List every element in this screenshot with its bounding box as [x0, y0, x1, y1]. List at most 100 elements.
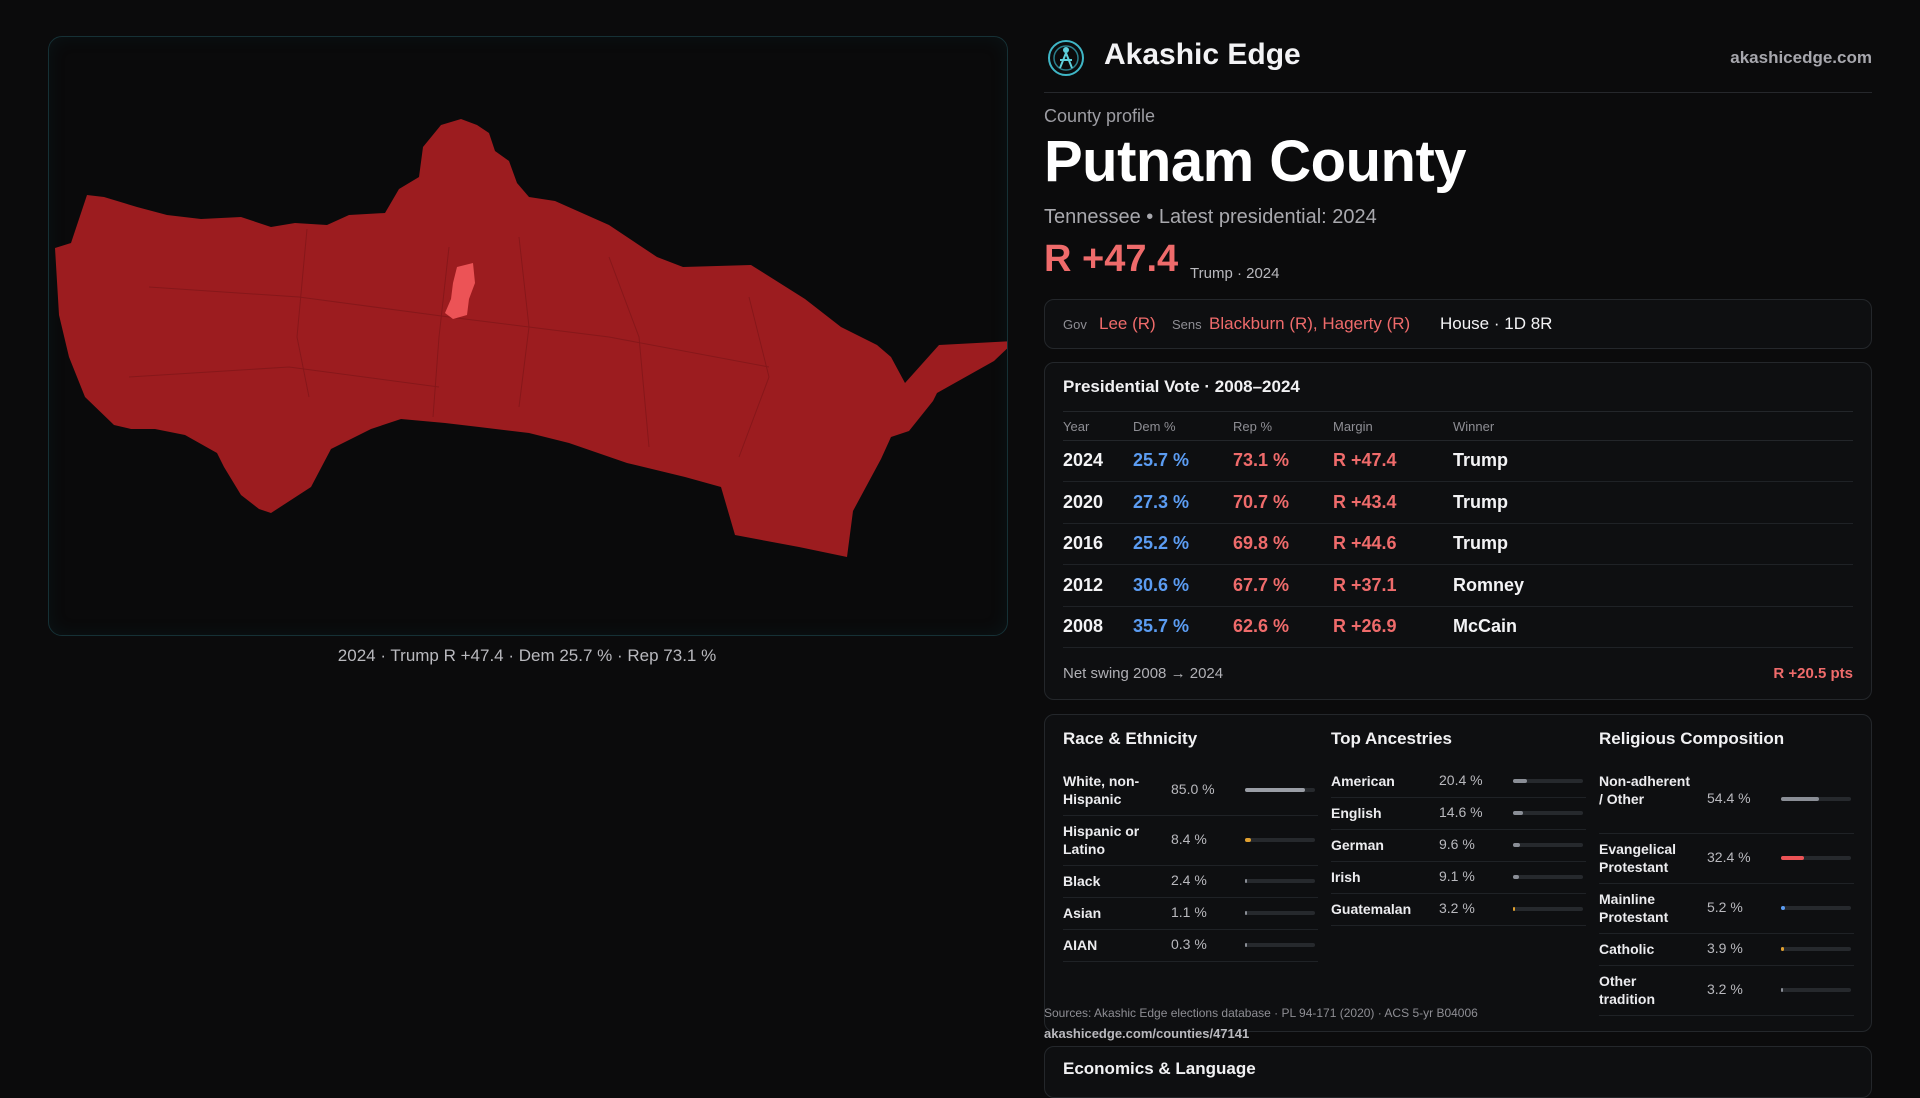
religion-bar-fill	[1781, 856, 1804, 860]
religion-name: Catholic	[1599, 941, 1655, 957]
house-value: House · 1D 8R	[1440, 314, 1553, 333]
race-row: Asian 1.1 %	[1063, 897, 1318, 930]
year-cell: 2020	[1063, 491, 1104, 512]
ancestry-bar-fill	[1513, 907, 1516, 911]
race-percent: 8.4 %	[1171, 831, 1207, 847]
religion-row: Catholic 3.9 %	[1599, 933, 1854, 966]
site-link[interactable]: akashicedge.com	[1730, 48, 1872, 67]
presidential-title: Presidential Vote · 2008–2024	[1063, 377, 1300, 396]
col-margin: Margin	[1333, 419, 1373, 434]
demographics-card: Race & Ethnicity White, non-Hispanic 85.0…	[1044, 714, 1872, 1032]
race-name: Hispanic or Latino	[1063, 823, 1140, 857]
margin-cell: R +26.9	[1333, 616, 1397, 636]
race-bar	[1245, 879, 1315, 883]
ancestry-bar	[1513, 811, 1583, 815]
race-bar	[1245, 788, 1315, 792]
page-title: Putnam County	[1044, 129, 1467, 194]
ancestry-bar	[1513, 843, 1583, 847]
race-percent: 1.1 %	[1171, 904, 1207, 920]
dem-cell: 25.2 %	[1133, 533, 1190, 553]
winner-cell: Romney	[1453, 574, 1525, 595]
presidential-row: 2008 35.7 % 62.6 % R +26.9 McCain	[1063, 606, 1853, 648]
presidential-row: 2020 27.3 % 70.7 % R +43.4 Trump	[1063, 482, 1853, 524]
religion-bar-fill	[1781, 797, 1820, 801]
race-name: White, non-Hispanic	[1063, 773, 1140, 807]
religion-row: Non-adherent / Other 54.4 %	[1599, 765, 1854, 834]
net-swing-label: Net swing 2008 → 2024	[1063, 665, 1224, 682]
sources-note: Sources: Akashic Edge elections database…	[1044, 1006, 1478, 1020]
ancestry-name: Irish	[1331, 869, 1361, 885]
race-bar	[1245, 911, 1315, 915]
site-header: Akashic Edge akashicedge.com	[1044, 32, 1872, 93]
religion-row: Evangelical Protestant 32.4 %	[1599, 833, 1854, 884]
margin-cell: R +47.4	[1333, 450, 1397, 470]
race-bar	[1245, 838, 1315, 842]
rep-cell: 70.7 %	[1233, 491, 1290, 512]
dem-cell: 30.6 %	[1133, 574, 1190, 595]
religion-percent: 32.4 %	[1707, 849, 1751, 865]
county-map[interactable]	[49, 37, 1007, 635]
race-percent: 2.4 %	[1171, 872, 1207, 888]
race-percent: 85.0 %	[1171, 781, 1215, 797]
dem-cell: 35.7 %	[1133, 616, 1190, 636]
religion-name: Evangelical Protestant	[1599, 841, 1677, 875]
presidential-vote-card: Presidential Vote · 2008–2024 Year Dem %…	[1044, 362, 1872, 700]
race-row: AIAN 0.3 %	[1063, 929, 1318, 962]
page-subtitle: Tennessee • Latest presidential: 2024	[1044, 206, 1377, 228]
county-profile-panel: Akashic Edge akashicedge.com County prof…	[1044, 0, 1872, 1098]
ancestry-name: German	[1331, 837, 1384, 853]
race-bar-fill	[1245, 911, 1247, 915]
religion-bar-fill	[1781, 947, 1784, 951]
officials-bar: Gov Lee (R) Sens Blackburn (R), Hagerty …	[1044, 299, 1872, 349]
race-bar	[1245, 943, 1315, 947]
col-year: Year	[1063, 419, 1090, 434]
presidential-row: 2016 25.2 % 69.8 % R +44.6 Trump	[1063, 523, 1853, 565]
religion-bar	[1781, 947, 1851, 951]
ancestry-bar-fill	[1513, 843, 1520, 847]
religion-percent: 3.9 %	[1707, 940, 1743, 956]
governor-value: Lee (R)	[1099, 314, 1156, 333]
ancestry-bar-fill	[1513, 779, 1528, 783]
county-shape[interactable]	[55, 119, 1007, 557]
county-map-panel[interactable]	[48, 36, 1008, 636]
ancestry-bar	[1513, 875, 1583, 879]
dem-cell: 27.3 %	[1133, 491, 1190, 512]
brand-name[interactable]: Akashic Edge	[1104, 38, 1301, 71]
religion-name: Other tradition	[1599, 973, 1655, 1007]
ancestry-bar	[1513, 779, 1583, 783]
presidential-table-header: Year Dem % Rep % Margin Winner	[1063, 411, 1853, 441]
ancestry-row: English 14.6 %	[1331, 797, 1586, 830]
winner-cell: Trump	[1453, 491, 1509, 512]
religion-bar-fill	[1781, 906, 1785, 910]
sources-link[interactable]: akashicedge.com/counties/47141	[1044, 1026, 1250, 1041]
year-cell: 2024	[1063, 450, 1104, 470]
race-row: Black 2.4 %	[1063, 865, 1318, 898]
race-bar-fill	[1245, 943, 1247, 947]
margin-cell: R +43.4	[1333, 491, 1397, 512]
race-title: Race & Ethnicity	[1063, 729, 1198, 748]
latest-margin: R +47.4	[1044, 238, 1179, 280]
religion-percent: 5.2 %	[1707, 899, 1743, 915]
presidential-row: 2012 30.6 % 67.7 % R +37.1 Romney	[1063, 565, 1853, 607]
ancestry-row: Guatemalan 3.2 %	[1331, 893, 1586, 926]
ancestry-name: Guatemalan	[1331, 901, 1412, 917]
margin-cell: R +37.1	[1333, 574, 1397, 595]
race-name: Black	[1063, 873, 1101, 889]
margin-cell: R +44.6	[1333, 533, 1397, 553]
religion-percent: 54.4 %	[1707, 790, 1751, 806]
winner-cell: Trump	[1453, 450, 1509, 470]
ancestry-bar-fill	[1513, 875, 1520, 879]
ancestry-name: English	[1331, 805, 1382, 821]
globe-people-icon[interactable]	[1046, 38, 1086, 78]
religion-bar	[1781, 797, 1851, 801]
race-row: White, non-Hispanic 85.0 %	[1063, 765, 1318, 816]
year-cell: 2016	[1063, 533, 1104, 553]
ancestry-percent: 9.6 %	[1439, 836, 1475, 852]
race-bar-fill	[1245, 879, 1247, 883]
col-dem: Dem %	[1133, 419, 1176, 434]
highlighted-tract[interactable]	[445, 263, 475, 319]
race-bar-fill	[1245, 788, 1305, 792]
presidential-row: 2024 25.7 % 73.1 % R +47.4 Trump	[1063, 440, 1853, 482]
rep-cell: 69.8 %	[1233, 533, 1290, 553]
religion-title: Religious Composition	[1599, 729, 1785, 748]
